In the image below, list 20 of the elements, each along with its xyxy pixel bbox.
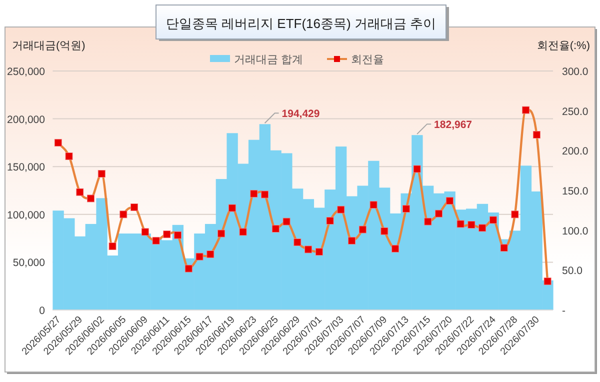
y-tick-label: 50,000 (12, 257, 46, 270)
data-label: 194,429 (282, 108, 320, 120)
data-label: 182,967 (434, 119, 472, 132)
y-tick-label: 100,000 (7, 209, 46, 222)
y2-tick-label: 100.0 (562, 225, 588, 238)
y-tick-label: 150,000 (7, 162, 46, 174)
y2-tick-label: 300.0 (562, 66, 588, 78)
legend-label: 거래대금 합계 (234, 54, 304, 66)
y2-axis-title: 회전율(:%) (536, 40, 590, 52)
y2-tick-label: 200.0 (562, 146, 588, 158)
y-axis-title: 거래대금(억원) (12, 40, 86, 52)
y-tick-label: 0 (39, 305, 46, 317)
y2-tick-label: - (562, 305, 566, 317)
y2-tick-label: 150.0 (562, 186, 588, 198)
chart-title: 단일종목 레버리지 ETF(16종목) 거래대금 추이 (166, 16, 436, 31)
y-tick-label: 200,000 (7, 114, 46, 126)
legend-label: 회전율 (351, 54, 384, 66)
y2-tick-label: 250.0 (562, 106, 588, 118)
y-tick-label: 250,000 (7, 66, 46, 78)
y2-tick-label: 50.0 (562, 265, 583, 278)
